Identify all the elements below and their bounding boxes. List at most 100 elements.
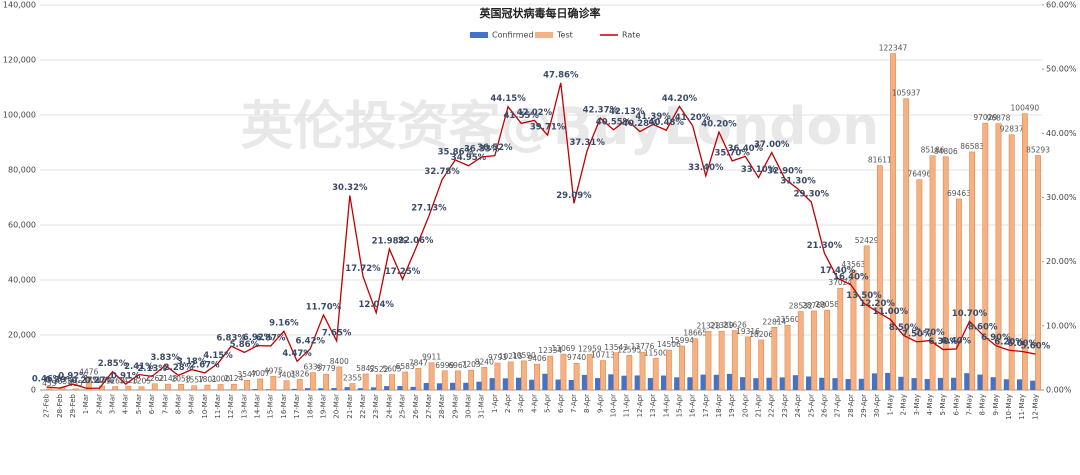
x-tick-label: 4-Mar xyxy=(122,394,130,414)
data-label: 7.50% xyxy=(902,329,932,339)
data-label: 35.86% xyxy=(438,147,474,157)
x-tick-label: 13-Mar xyxy=(240,394,248,419)
data-label: 2.28% xyxy=(164,363,194,373)
bar xyxy=(217,384,224,391)
data-label: 9.16% xyxy=(269,319,299,329)
data-label: 29.09% xyxy=(556,191,592,201)
x-tick-label: 1-May xyxy=(886,394,894,415)
data-label: 40.28% xyxy=(622,119,658,129)
data-label: 8400 xyxy=(330,357,349,366)
data-label: 13776 xyxy=(631,342,655,351)
bar xyxy=(903,98,910,391)
data-label: 44.15% xyxy=(490,94,526,104)
data-label: 76496 xyxy=(907,170,931,179)
bar xyxy=(455,370,461,391)
x-tick-label: 27-Feb xyxy=(43,393,51,417)
data-label: 18206 xyxy=(749,330,773,339)
data-label: 122347 xyxy=(879,44,908,53)
data-label: 32.78% xyxy=(424,167,460,177)
y2-tick-label: 50.00% xyxy=(1046,65,1077,74)
bar xyxy=(178,384,184,391)
data-label: 4476 xyxy=(79,368,98,377)
bar xyxy=(72,388,79,391)
data-label: 100490 xyxy=(1011,104,1040,113)
data-label: 40.55% xyxy=(596,117,632,127)
data-label: 6.40% xyxy=(942,336,972,346)
data-label: 11.70% xyxy=(306,302,342,312)
data-label: 10590 xyxy=(512,351,536,360)
x-tick-label: 1-Mar xyxy=(82,394,90,414)
bar xyxy=(837,287,844,391)
data-label: 2.67% xyxy=(190,360,220,370)
bar xyxy=(964,373,970,390)
data-label: 5.86% xyxy=(230,340,260,350)
bar xyxy=(977,374,983,390)
bar xyxy=(581,374,588,390)
bar xyxy=(85,377,92,391)
legend-swatch xyxy=(535,32,553,38)
x-tick-label: 26-Apr xyxy=(820,394,828,418)
data-label: 36.40% xyxy=(728,144,764,154)
x-tick-label: 25-Apr xyxy=(807,394,815,418)
data-label: 6.87% xyxy=(256,333,286,343)
x-tick-label: 23-Mar xyxy=(372,394,380,419)
x-tick-label: 21-Apr xyxy=(755,394,763,418)
y2-tick-label: 20.00% xyxy=(1046,257,1077,266)
bar xyxy=(112,386,119,391)
x-tick-label: 10-Mar xyxy=(201,394,209,419)
x-tick-label: 23-Apr xyxy=(781,394,789,418)
x-tick-label: 7-Apr xyxy=(570,394,578,413)
bar xyxy=(937,377,944,390)
data-label: 7.65% xyxy=(322,328,352,338)
y2-tick-label: 60.00% xyxy=(1046,1,1077,10)
data-label: 4007 xyxy=(251,369,270,378)
bar xyxy=(560,353,567,391)
data-label: 0.91% xyxy=(111,372,141,382)
x-tick-label: 27-Mar xyxy=(425,394,433,419)
bar xyxy=(771,327,778,391)
bar xyxy=(450,382,456,390)
x-tick-label: 2-May xyxy=(900,394,908,415)
bar xyxy=(819,377,825,390)
bar xyxy=(239,389,245,390)
data-label: 7203 xyxy=(462,360,481,369)
x-tick-label: 14-Apr xyxy=(662,394,670,418)
data-label: 41.39% xyxy=(635,112,671,122)
data-label: 6.00% xyxy=(1007,339,1037,349)
data-label: 52429 xyxy=(855,236,879,245)
bar xyxy=(349,383,356,391)
x-tick-label: 24-Mar xyxy=(385,394,393,419)
bar xyxy=(982,122,989,391)
x-tick-label: 9-May xyxy=(992,394,1000,415)
data-label: 37.31% xyxy=(569,138,605,148)
x-tick-label: 30-Apr xyxy=(873,394,881,418)
data-label: 32.90% xyxy=(767,166,803,176)
bar xyxy=(151,383,158,391)
bar xyxy=(613,352,620,391)
bar xyxy=(415,368,422,391)
x-tick-label: 12-May xyxy=(1031,394,1039,420)
y2-tick-label: 30.00% xyxy=(1046,193,1077,202)
bar xyxy=(375,374,382,391)
data-label: 29.30% xyxy=(794,189,830,199)
bar xyxy=(753,378,759,390)
data-label: 44.20% xyxy=(662,94,698,104)
data-label: 29058 xyxy=(815,300,839,309)
bar xyxy=(410,386,416,390)
x-tick-label: 7-Mar xyxy=(161,394,169,414)
bar xyxy=(863,245,870,391)
data-label: 30.32% xyxy=(332,183,368,193)
x-tick-label: 10-May xyxy=(1005,394,1013,420)
x-tick-label: 14-Mar xyxy=(254,394,262,419)
bar xyxy=(595,378,601,390)
bar xyxy=(666,349,672,391)
bar xyxy=(402,371,409,391)
data-label: 1557 xyxy=(185,376,204,385)
data-label: 9740 xyxy=(567,353,586,362)
data-label: 17.72% xyxy=(345,264,381,274)
x-tick-label: 5-May xyxy=(939,394,947,415)
bar xyxy=(515,377,522,390)
bar xyxy=(911,378,917,390)
bar xyxy=(995,123,1002,391)
data-label: 86583 xyxy=(960,142,984,151)
